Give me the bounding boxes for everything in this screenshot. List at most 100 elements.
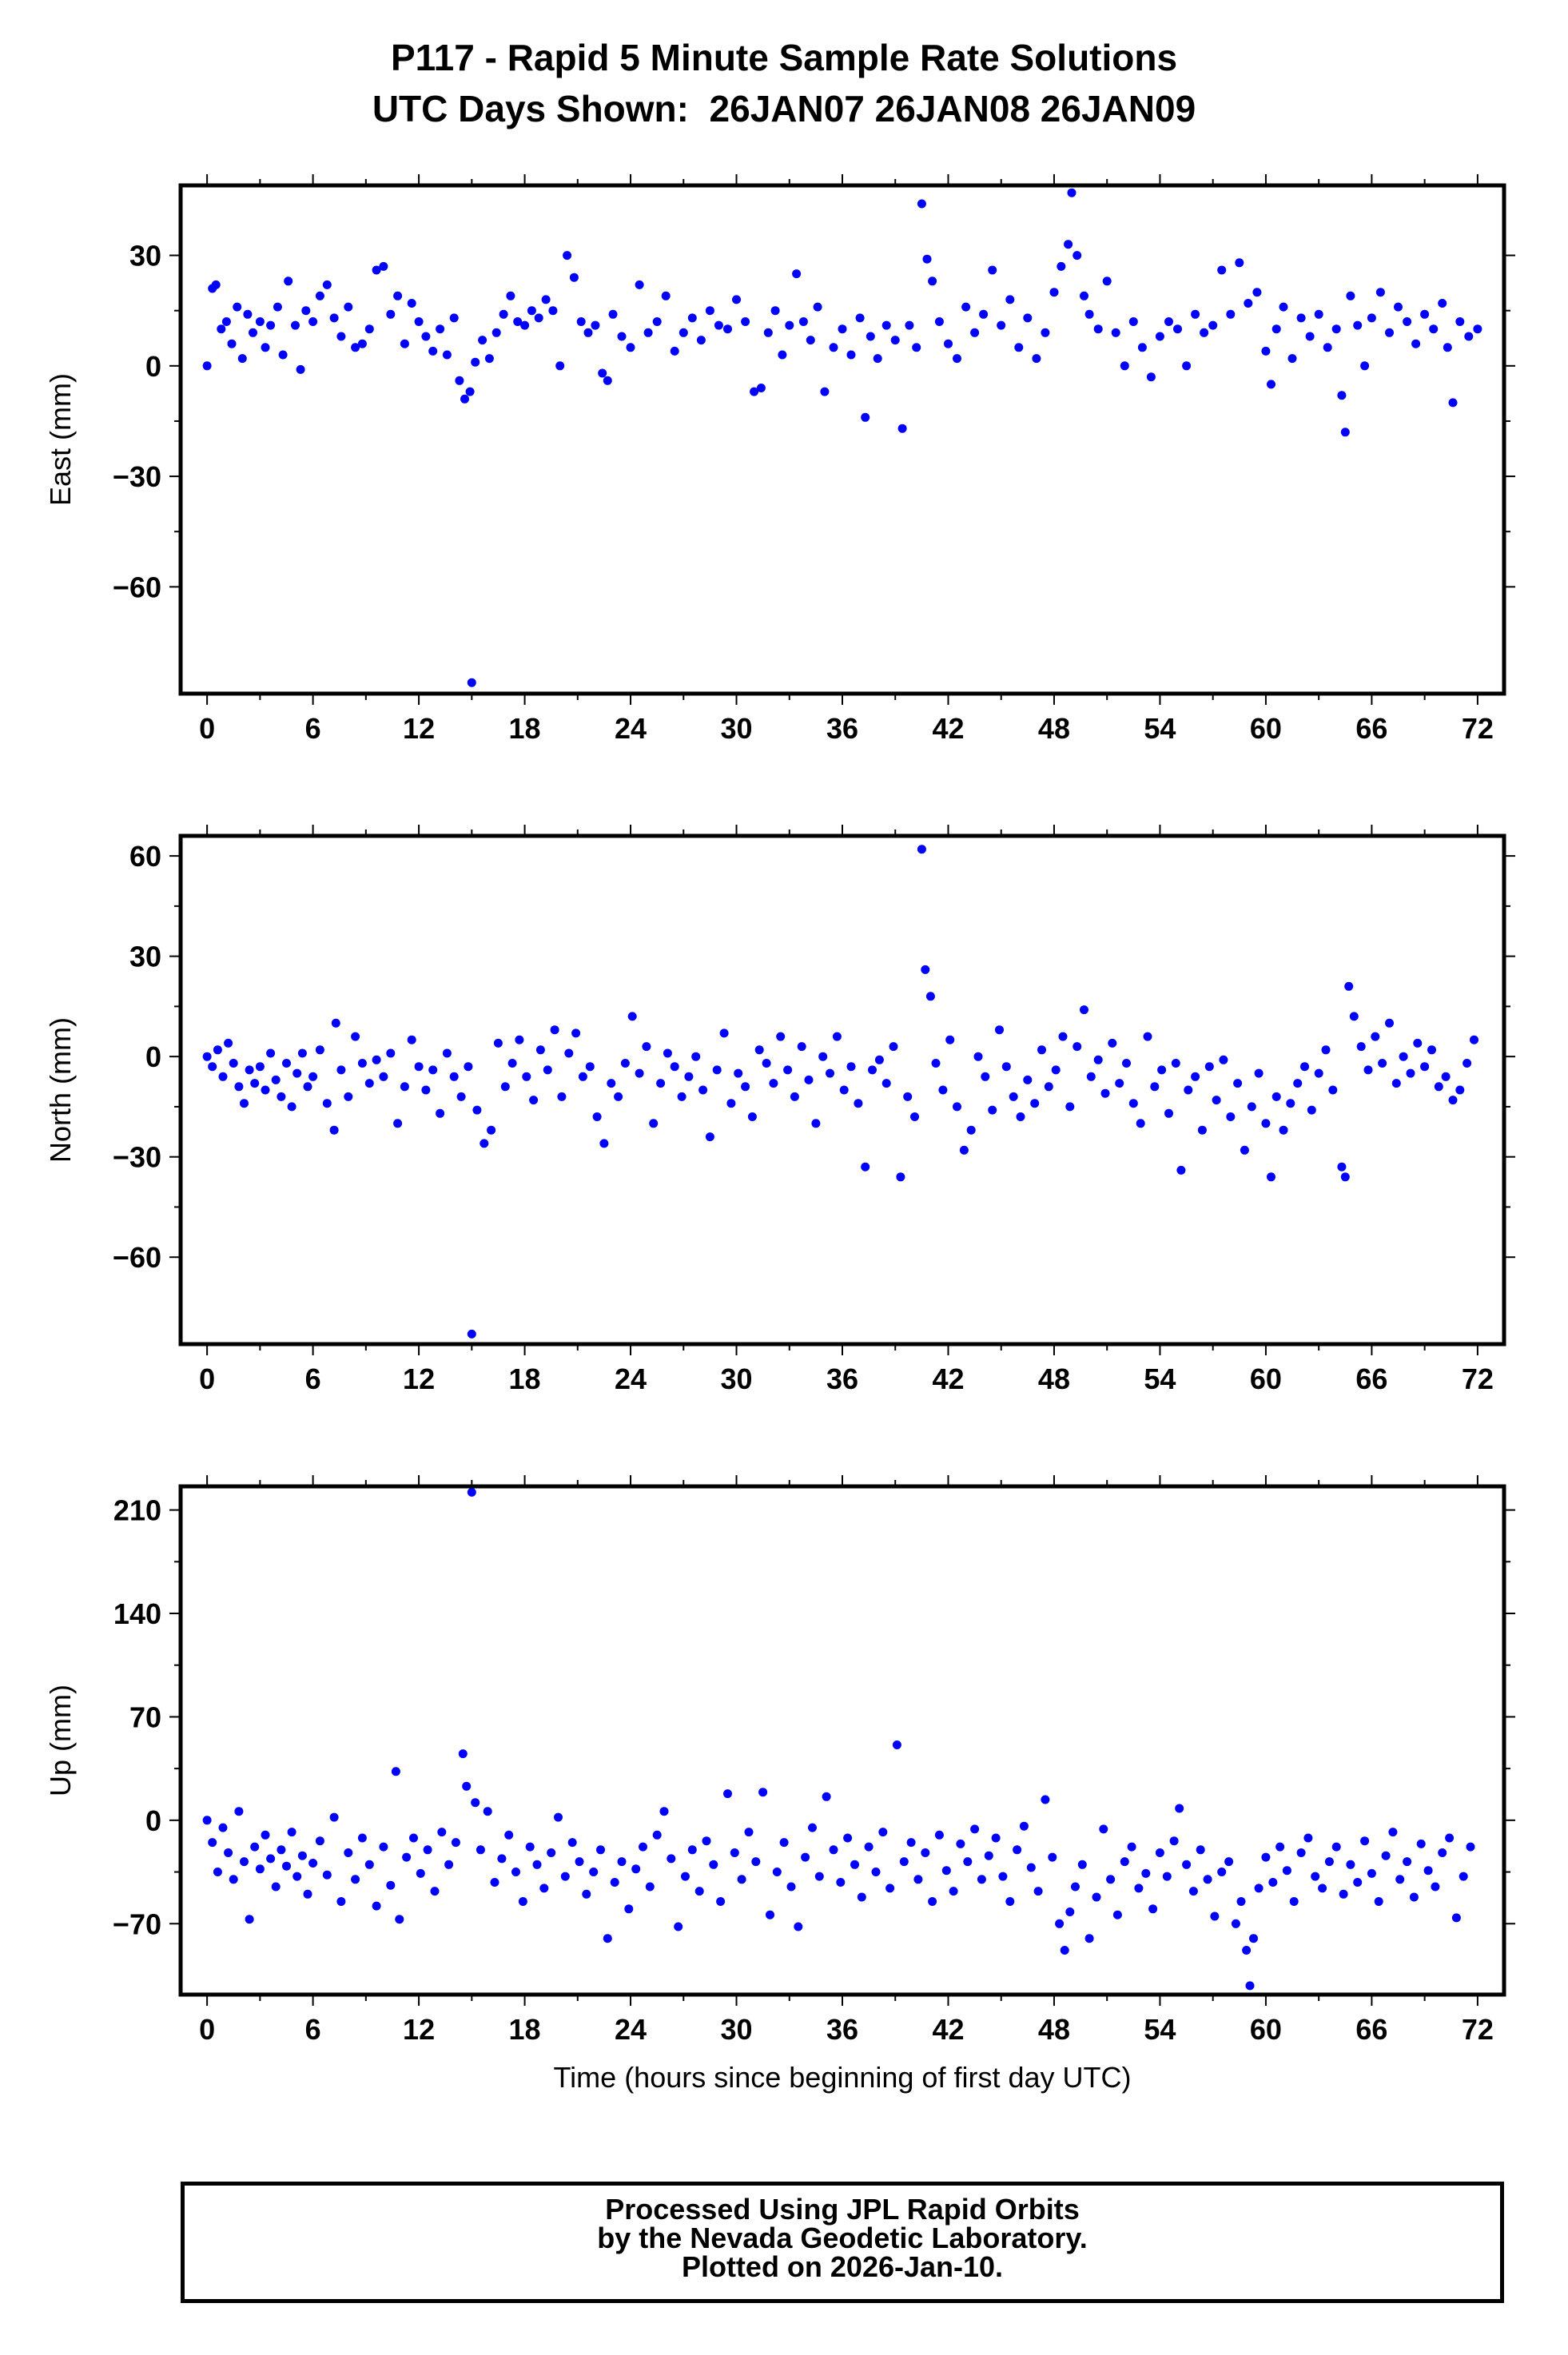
data-point [896, 1172, 905, 1182]
data-point [1108, 1038, 1117, 1048]
data-point [532, 1860, 542, 1869]
x-tick-label: 30 [720, 2013, 752, 2046]
data-point [322, 280, 332, 289]
data-point [1349, 1012, 1359, 1021]
data-point [499, 309, 508, 319]
data-point [1275, 1842, 1285, 1852]
data-point [400, 1082, 409, 1092]
data-point [436, 324, 445, 334]
data-point [1254, 1884, 1264, 1893]
data-point [779, 1838, 789, 1848]
data-point [315, 1045, 324, 1055]
data-point [1340, 1172, 1350, 1182]
data-point [211, 280, 221, 289]
data-point [1175, 1804, 1184, 1813]
data-point [1385, 328, 1394, 337]
data-point [839, 1085, 849, 1095]
data-point [1001, 1062, 1011, 1072]
data-point [732, 295, 741, 304]
data-point [218, 1823, 228, 1832]
data-point [467, 1329, 476, 1339]
data-point [471, 1798, 480, 1808]
data-point [1420, 309, 1430, 319]
data-point [465, 387, 475, 396]
data-point [1146, 372, 1156, 382]
data-point [1303, 1833, 1313, 1843]
data-point [1448, 398, 1458, 408]
data-point [458, 1749, 468, 1759]
data-point [1346, 1860, 1355, 1869]
data-point [449, 1072, 459, 1081]
data-point [1026, 1863, 1036, 1872]
data-point [351, 1032, 360, 1041]
data-point [557, 1092, 567, 1101]
data-point [890, 336, 900, 345]
data-point [1162, 1872, 1172, 1881]
data-point [250, 1079, 260, 1088]
data-point [754, 1045, 764, 1055]
data-point [961, 302, 971, 312]
data-point [1337, 1162, 1347, 1172]
data-point [1279, 302, 1288, 312]
data-point [1448, 1096, 1458, 1105]
data-point [364, 1079, 374, 1088]
data-point [1200, 328, 1209, 337]
data-point [1106, 1875, 1116, 1884]
x-tick-label: 72 [1462, 712, 1494, 745]
data-point [539, 1884, 549, 1893]
data-point [1182, 361, 1192, 371]
data-point [1340, 428, 1350, 437]
data-point [1463, 1059, 1472, 1068]
data-point [1473, 324, 1482, 334]
data-point [751, 1857, 761, 1867]
data-point [393, 1119, 403, 1128]
data-point [255, 1864, 265, 1874]
data-point [670, 1062, 679, 1072]
data-point [224, 1848, 233, 1857]
data-point [266, 320, 276, 330]
data-point [1356, 1042, 1366, 1052]
data-point [464, 1062, 473, 1072]
data-point [297, 1851, 307, 1860]
data-point [1300, 1062, 1309, 1072]
data-point [277, 1092, 286, 1101]
data-point [642, 1042, 651, 1052]
data-point [995, 1025, 1004, 1035]
data-point [1337, 391, 1347, 400]
data-point [520, 320, 530, 330]
data-point [1434, 1082, 1443, 1092]
data-point [1252, 288, 1262, 297]
data-point [1429, 324, 1439, 334]
data-point [889, 1042, 898, 1052]
data-point [949, 1887, 958, 1896]
x-tick-label: 60 [1250, 2013, 1282, 2046]
data-point [763, 328, 773, 337]
data-point [1427, 1045, 1436, 1055]
data-point [1188, 1887, 1198, 1896]
data-point [1093, 1055, 1103, 1064]
data-point [1324, 1857, 1334, 1867]
data-point [217, 324, 226, 334]
y-tick-label: −60 [113, 571, 161, 603]
data-point [1388, 1828, 1398, 1837]
x-tick-label: 36 [826, 1362, 858, 1395]
data-point [591, 320, 600, 330]
data-point [437, 1828, 447, 1837]
data-point [1219, 1055, 1228, 1064]
data-point [855, 313, 865, 323]
data-point [766, 1910, 774, 1919]
data-point [379, 1842, 388, 1852]
data-point [293, 1872, 302, 1881]
data-point [1023, 313, 1033, 323]
data-point [500, 1082, 510, 1092]
data-point [1134, 1884, 1144, 1893]
title-line-2: UTC Days Shown: 26JAN07 26JAN08 26JAN09 [372, 88, 1196, 129]
data-point [892, 1740, 901, 1749]
data-point [885, 1884, 895, 1893]
data-point [1420, 1062, 1430, 1072]
data-point [1305, 332, 1315, 341]
data-point [322, 1870, 332, 1880]
data-point [1261, 1852, 1271, 1862]
data-point [667, 1854, 676, 1864]
data-point [487, 1125, 496, 1135]
